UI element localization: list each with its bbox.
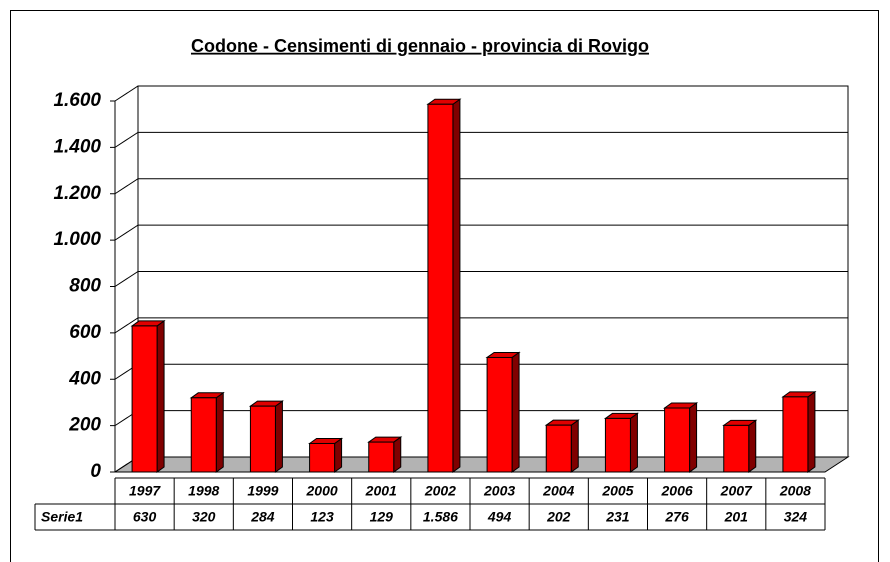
x-tick-label: 2002 <box>424 483 456 499</box>
grid-line <box>114 85 848 102</box>
x-tick-label: 1998 <box>188 483 219 499</box>
bar <box>782 396 809 473</box>
grid-line <box>114 271 848 287</box>
data-label: 129 <box>370 509 394 525</box>
y-tick-label: 0 <box>90 461 101 482</box>
bar <box>309 442 336 473</box>
y-tick-label: 1.600 <box>53 90 101 111</box>
x-tick-label: 2001 <box>365 483 397 499</box>
data-label: 630 <box>133 509 157 525</box>
data-label: 1.586 <box>423 509 458 525</box>
bar-side <box>156 319 165 473</box>
bar <box>723 424 750 473</box>
chart-title: Codone - Censimenti di gennaio - provinc… <box>191 36 649 56</box>
data-label: 324 <box>784 509 808 525</box>
bar-side <box>274 400 283 473</box>
data-label: 202 <box>546 509 571 525</box>
bar <box>545 424 572 473</box>
chart-frame <box>10 10 879 562</box>
bar-side <box>215 391 224 473</box>
data-label: 284 <box>250 509 275 525</box>
bar <box>249 405 276 473</box>
x-tick-label: 2004 <box>542 483 574 499</box>
x-tick-label: 2005 <box>601 483 633 499</box>
bar-side <box>629 412 638 473</box>
y-tick-label: 600 <box>69 322 101 343</box>
bar-side <box>689 402 698 473</box>
y-tick-label: 1.200 <box>53 183 101 204</box>
x-tick-label: 2006 <box>661 483 693 499</box>
grid-line <box>114 224 848 241</box>
data-label: 201 <box>724 509 749 525</box>
grid-line <box>114 317 848 334</box>
bar-side <box>570 419 579 473</box>
data-label: 231 <box>605 509 630 525</box>
bar <box>664 407 691 473</box>
x-tick-label: 2000 <box>306 483 338 499</box>
data-label: 276 <box>664 509 689 525</box>
x-tick-label: 2008 <box>779 483 811 499</box>
bar <box>486 356 513 473</box>
bar-side <box>748 419 757 473</box>
data-label: 123 <box>310 509 334 525</box>
x-tick-label: 1999 <box>247 483 278 499</box>
bar-side <box>393 436 402 473</box>
x-tick-label: 2003 <box>483 483 515 499</box>
x-tick-label: 1997 <box>129 483 161 499</box>
bar <box>131 325 158 473</box>
x-tick-label: 2007 <box>720 483 753 499</box>
bar <box>427 103 454 473</box>
legend-label: Serie1 <box>41 509 83 525</box>
bar <box>368 441 395 473</box>
y-tick-label: 1.400 <box>53 136 101 157</box>
data-label: 494 <box>487 509 512 525</box>
grid-line <box>114 178 848 195</box>
y-tick-label: 400 <box>68 368 101 389</box>
bar-side <box>511 351 520 473</box>
bar-side <box>452 98 461 473</box>
y-tick-label: 1.000 <box>53 229 101 250</box>
bar <box>604 417 631 473</box>
data-label: 320 <box>192 509 216 525</box>
bar-side <box>334 437 343 473</box>
y-tick-label: 200 <box>68 415 101 436</box>
y-tick-label: 800 <box>69 276 101 297</box>
grid-line <box>114 131 848 148</box>
bar-side <box>807 390 816 473</box>
bar <box>190 397 217 473</box>
